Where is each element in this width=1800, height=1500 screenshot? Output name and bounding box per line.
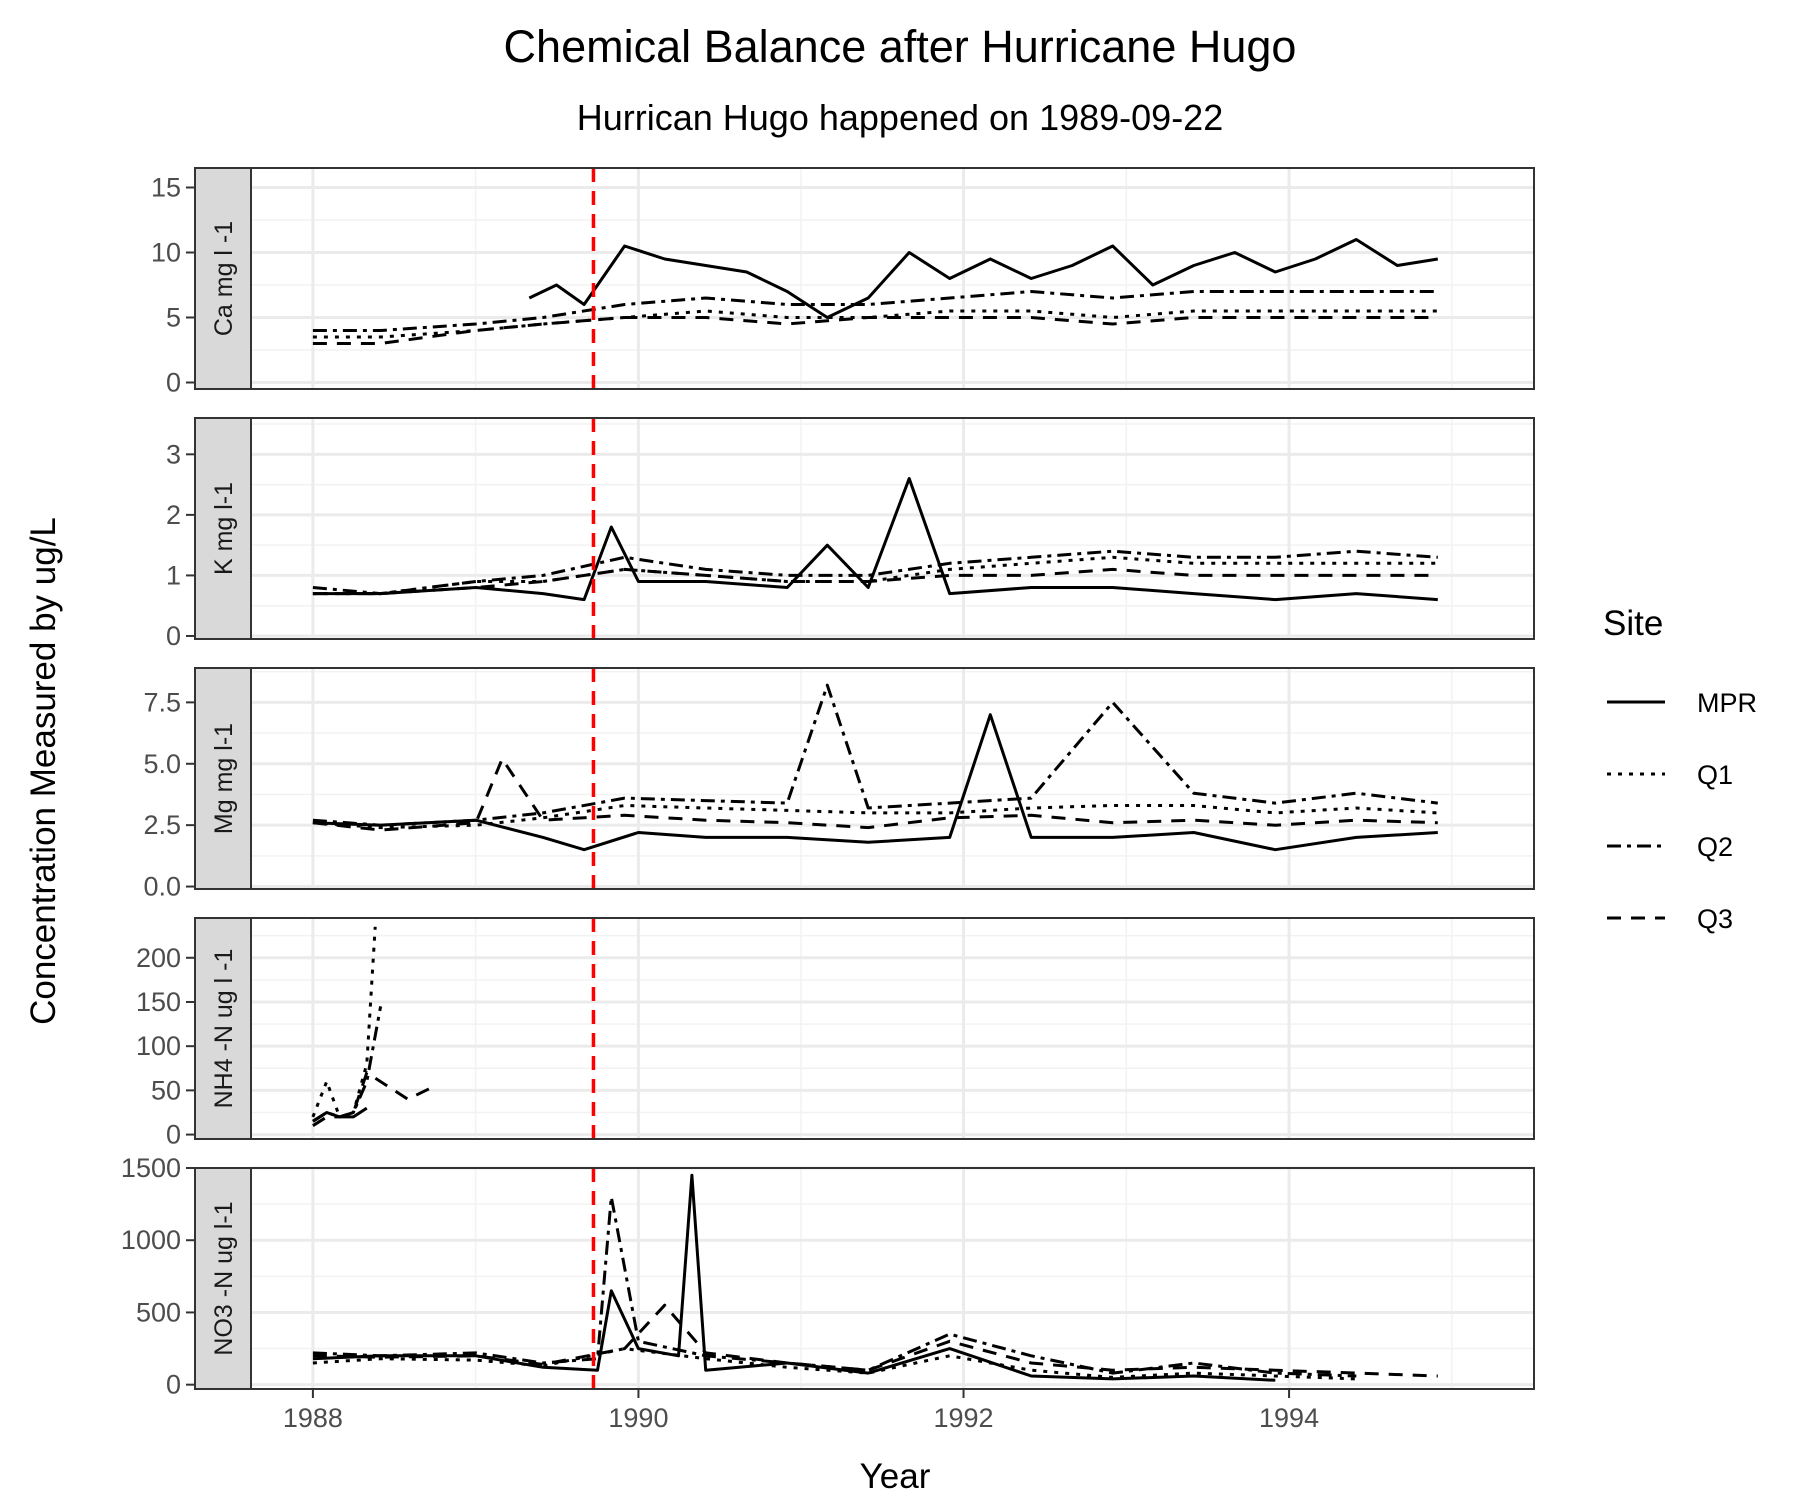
y-axis-title: Concentration Measured by ug/L: [24, 517, 63, 1025]
series-line-q1: [312, 804, 1438, 830]
series-line-q3: [312, 316, 1438, 345]
y-tick-label: 0: [166, 1120, 181, 1150]
chart-title: Chemical Balance after Hurricane Hugo: [504, 21, 1297, 72]
y-tick-label: 100: [136, 1031, 181, 1061]
y-tick-label: 10: [151, 238, 181, 268]
panel-border: [250, 1167, 1535, 1390]
y-tick-label: 3: [166, 439, 181, 469]
panel-background: [251, 168, 1534, 389]
panel-border: [250, 167, 1535, 390]
panel-strip-label: NH4 -N ug l -1: [210, 949, 238, 1109]
y-tick-label: 5: [166, 303, 181, 333]
panel-background: [251, 918, 1534, 1139]
x-tick-label: 1988: [283, 1403, 343, 1433]
series-line-q3: [312, 757, 1438, 832]
y-tick-label: 200: [136, 943, 181, 973]
y-tick-label: 0.0: [143, 872, 181, 902]
series-line-mpr: [528, 238, 1439, 319]
series-line-q1: [312, 555, 1438, 596]
legend-label-q3: Q3: [1697, 904, 1733, 934]
legend: Site MPR Q1 Q2 Q3: [1603, 604, 1757, 934]
panel-strip: [194, 417, 252, 640]
panel-4: 0 50 100 150 200 NH4 -N ug l -1: [136, 917, 1535, 1150]
legend-label-q1: Q1: [1697, 760, 1733, 790]
series-line-q3: [312, 1303, 1438, 1378]
y-tick-label: 1500: [121, 1153, 181, 1183]
legend-label-mpr: MPR: [1697, 688, 1757, 718]
y-tick-label: 0: [166, 621, 181, 651]
y-tick-label: 15: [151, 173, 181, 203]
panel-strip-label: Ca mg l -1: [210, 221, 238, 336]
x-tick-label: 1990: [608, 1403, 668, 1433]
panel-strip-label: Mg mg l-1: [210, 723, 238, 834]
panel-3: 0.0 2.5 5.0 7.5 Mg mg l-1: [143, 667, 1535, 902]
series-line-q1: [312, 1347, 1357, 1381]
series-line-mpr: [312, 477, 1438, 602]
panel-strip-label: K mg l-1: [210, 482, 238, 575]
panel-border: [250, 417, 1535, 640]
y-tick-label: 7.5: [143, 687, 181, 717]
legend-label-q2: Q2: [1697, 832, 1733, 862]
series-line-q1: [312, 309, 1438, 339]
y-tick-label: 1: [166, 560, 181, 590]
y-tick-label: 0: [166, 368, 181, 398]
y-tick-label: 50: [151, 1075, 181, 1105]
panel-strip: [194, 917, 252, 1140]
x-tick-label: 1992: [933, 1403, 993, 1433]
legend-title: Site: [1603, 604, 1663, 643]
series-line-q3: [312, 567, 1438, 596]
panel-5: 0 500 1000 1500 NO3 -N ug l-1: [121, 1153, 1535, 1400]
y-tick-label: 150: [136, 987, 181, 1017]
panel-strip: [194, 167, 252, 390]
series-group: [312, 238, 1439, 345]
series-group: [312, 683, 1438, 852]
y-tick-label: 0: [166, 1370, 181, 1400]
panel-border: [250, 917, 1535, 1140]
y-tick-label: 2: [166, 500, 181, 530]
x-tick-label: 1994: [1259, 1403, 1319, 1433]
y-tick-label: 2.5: [143, 810, 181, 840]
panel-1: 0 5 10 15 Ca mg l -1: [151, 167, 1535, 398]
series-group: [311, 926, 436, 1127]
series-group: [312, 1173, 1438, 1382]
series-line-q2: [312, 290, 1438, 332]
series-line-q2: [312, 549, 1438, 596]
panel-border: [250, 667, 1535, 890]
panels: 0 5 10 15 Ca mg l -1 0 1 2 3 K mg l-1 0.0 2.5 5.0 7.5…: [121, 167, 1535, 1433]
series-line-mpr: [312, 713, 1438, 852]
y-tick-label: 500: [136, 1297, 181, 1327]
panel-2: 0 1 2 3 K mg l-1: [166, 417, 1535, 651]
chart-subtitle: Hurrican Hugo happened on 1989-09-22: [577, 97, 1223, 138]
y-tick-label: 5.0: [143, 749, 181, 779]
panel-strip: [194, 1167, 252, 1390]
panel-strip-label: NO3 -N ug l-1: [210, 1201, 238, 1355]
panel-strip: [194, 667, 252, 890]
x-axis-title: Year: [860, 1457, 931, 1496]
series-group: [312, 477, 1438, 602]
y-tick-label: 1000: [121, 1225, 181, 1255]
legend-items: MPR Q1 Q2 Q3: [1607, 688, 1757, 934]
series-line-mpr: [312, 1173, 1276, 1382]
series-line-q2: [312, 683, 1438, 827]
panel-background: [251, 668, 1534, 889]
